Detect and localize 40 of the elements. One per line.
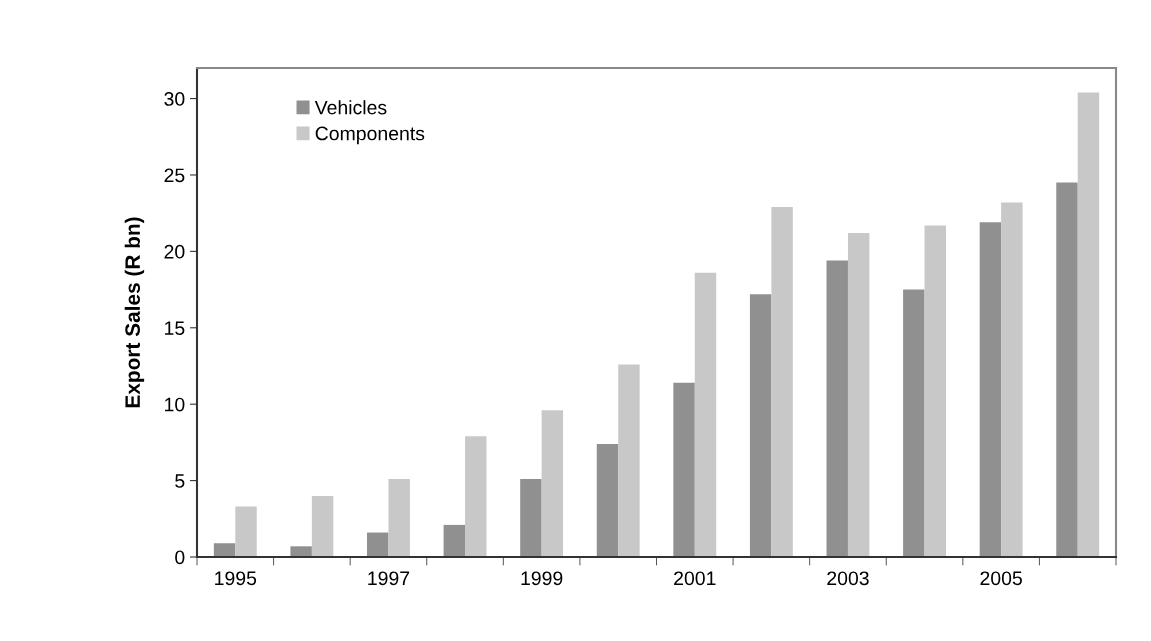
bar (903, 289, 925, 557)
y-tick-label: 15 (165, 321, 185, 336)
bar (979, 222, 1002, 557)
bar (367, 532, 389, 557)
bar (388, 479, 410, 557)
y-tick-label: 30 (164, 92, 185, 106)
y-tick-label: 0 (175, 550, 185, 565)
bar (1077, 92, 1100, 557)
bar (213, 543, 236, 557)
bar (541, 410, 564, 557)
x-tick-label: 1999 (521, 571, 563, 586)
y-tick-label: 5 (175, 474, 185, 488)
legend-label: Vehicles (314, 100, 387, 115)
bar (694, 272, 717, 557)
y-tick-label: 20 (164, 244, 185, 259)
x-tick-label: 1995 (215, 571, 257, 586)
bar (520, 479, 542, 557)
x-tick-label: 1997 (368, 571, 410, 586)
bar (596, 443, 619, 557)
y-tick-label: 10 (165, 397, 185, 412)
legend-label: Components (315, 126, 425, 145)
bar (1056, 182, 1078, 557)
bar (465, 436, 487, 557)
bar (311, 495, 334, 557)
y-axis-title: Export Sales (R bn) (124, 217, 145, 408)
x-tick-label: 2005 (980, 571, 1022, 586)
bar (826, 260, 848, 557)
bar (771, 207, 793, 557)
bar (290, 546, 312, 557)
y-tick-label: 25 (164, 168, 185, 183)
bar (235, 506, 257, 557)
bar (924, 225, 946, 557)
bar (749, 294, 772, 557)
x-tick-label: 2003 (827, 571, 869, 586)
x-tick-label: 2001 (674, 571, 716, 586)
bar (673, 382, 695, 557)
bar (443, 524, 466, 557)
bar (1001, 202, 1023, 557)
bar (618, 364, 640, 557)
bar (847, 233, 870, 557)
